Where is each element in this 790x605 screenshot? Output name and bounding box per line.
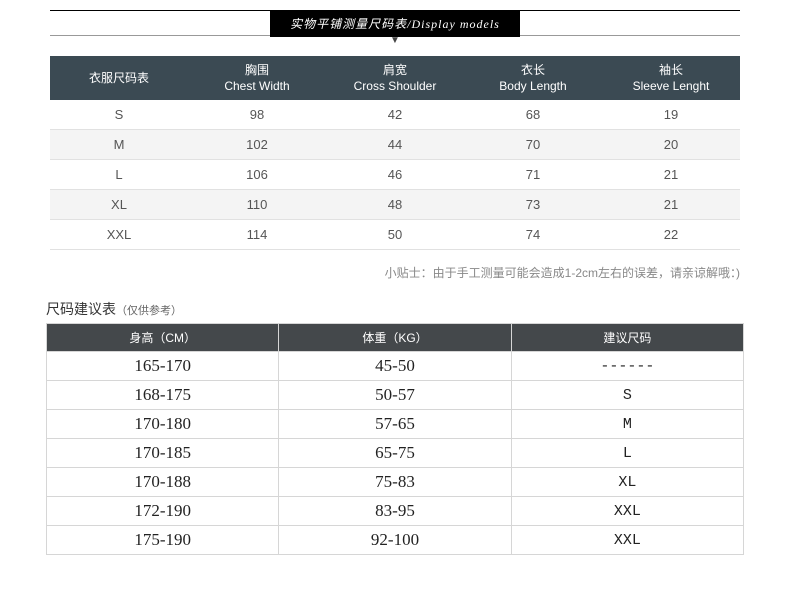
recommend-table-cell: 75-83	[279, 468, 511, 497]
size-table-cell: 106	[188, 160, 326, 190]
recommend-table-cell: 172-190	[47, 497, 279, 526]
size-table-cell: XL	[50, 190, 188, 220]
size-table-cell: 114	[188, 220, 326, 250]
size-table-cell: 48	[326, 190, 464, 220]
rec-th-0: 身高（CM）	[47, 324, 279, 352]
size-table-cell: M	[50, 130, 188, 160]
size-th-3-en: Body Length	[468, 78, 598, 94]
size-table-cell: 73	[464, 190, 602, 220]
size-th-3: 衣长 Body Length	[464, 56, 602, 100]
size-table-cell: L	[50, 160, 188, 190]
size-th-0: 衣服尺码表	[50, 56, 188, 100]
page-wrap: 实物平铺测量尺码表/Display models ▼ 衣服尺码表 胸围 Ches…	[0, 0, 790, 585]
recommend-table-cell: 50-57	[279, 381, 511, 410]
recommend-table-cell: XL	[511, 468, 743, 497]
size-table-row: XL110487321	[50, 190, 740, 220]
recommend-table-cell: 170-180	[47, 410, 279, 439]
size-table-cell: 98	[188, 100, 326, 130]
size-table-cell: XXL	[50, 220, 188, 250]
recommend-table-cell: 165-170	[47, 352, 279, 381]
size-th-1: 胸围 Chest Width	[188, 56, 326, 100]
size-th-1-en: Chest Width	[192, 78, 322, 94]
size-table-cell: 102	[188, 130, 326, 160]
recommend-table-cell: XXL	[511, 526, 743, 555]
recommend-table-cell: 175-190	[47, 526, 279, 555]
size-table-cell: 21	[602, 160, 740, 190]
size-table-cell: 20	[602, 130, 740, 160]
recommend-table-body: 165-17045-50------168-17550-57S170-18057…	[47, 352, 744, 555]
recommend-table-cell: S	[511, 381, 743, 410]
recommend-table-cell: 170-188	[47, 468, 279, 497]
size-th-4-cn: 袖长	[606, 62, 736, 78]
recommend-title-sub: （仅供参考）	[116, 305, 182, 317]
size-th-4: 袖长 Sleeve Lenght	[602, 56, 740, 100]
size-table-header-row: 衣服尺码表 胸围 Chest Width 肩宽 Cross Shoulder 衣…	[50, 56, 740, 100]
size-th-1-cn: 胸围	[192, 62, 322, 78]
recommend-table-row: 170-18057-65M	[47, 410, 744, 439]
size-table-cell: 21	[602, 190, 740, 220]
recommend-table-cell: 57-65	[279, 410, 511, 439]
recommend-table-row: 170-18565-75L	[47, 439, 744, 468]
size-th-0-cn: 衣服尺码表	[54, 70, 184, 86]
recommend-table-cell: M	[511, 410, 743, 439]
size-table-row: S98426819	[50, 100, 740, 130]
size-table-cell: 44	[326, 130, 464, 160]
size-th-2: 肩宽 Cross Shoulder	[326, 56, 464, 100]
size-table-cell: 46	[326, 160, 464, 190]
title-bar: 实物平铺测量尺码表/Display models	[50, 10, 740, 36]
recommend-table-row: 168-17550-57S	[47, 381, 744, 410]
rec-th-1: 体重（KG）	[279, 324, 511, 352]
recommend-table-cell: 45-50	[279, 352, 511, 381]
recommend-table-cell: 92-100	[279, 526, 511, 555]
recommend-table-cell: 168-175	[47, 381, 279, 410]
size-table-cell: S	[50, 100, 188, 130]
size-table-cell: 22	[602, 220, 740, 250]
recommend-table-row: 165-17045-50------	[47, 352, 744, 381]
recommend-title: 尺码建议表（仅供参考）	[46, 299, 744, 319]
size-table-body: S98426819M102447020L106467121XL110487321…	[50, 100, 740, 250]
recommend-table-row: 175-19092-100XXL	[47, 526, 744, 555]
measurement-tip: 小贴士：由于手工测量可能会造成1-2cm左右的误差，请亲谅解哦：)	[50, 264, 740, 281]
size-th-3-cn: 衣长	[468, 62, 598, 78]
size-table: 衣服尺码表 胸围 Chest Width 肩宽 Cross Shoulder 衣…	[50, 56, 740, 250]
size-table-cell: 70	[464, 130, 602, 160]
recommend-header-row: 身高（CM） 体重（KG） 建议尺码	[47, 324, 744, 352]
size-table-row: L106467121	[50, 160, 740, 190]
size-table-cell: 42	[326, 100, 464, 130]
size-table-row: XXL114507422	[50, 220, 740, 250]
recommend-table-cell: ------	[511, 352, 743, 381]
recommend-table-row: 172-19083-95XXL	[47, 497, 744, 526]
recommend-table-row: 170-18875-83XL	[47, 468, 744, 497]
recommend-title-main: 尺码建议表	[46, 301, 116, 317]
title-arrow: ▼	[50, 36, 740, 50]
size-th-2-cn: 肩宽	[330, 62, 460, 78]
size-table-cell: 68	[464, 100, 602, 130]
recommend-table: 身高（CM） 体重（KG） 建议尺码 165-17045-50------168…	[46, 323, 744, 555]
recommend-table-cell: XXL	[511, 497, 743, 526]
size-table-cell: 74	[464, 220, 602, 250]
title-tab: 实物平铺测量尺码表/Display models	[270, 11, 520, 37]
rec-th-2: 建议尺码	[511, 324, 743, 352]
size-table-cell: 71	[464, 160, 602, 190]
size-table-cell: 110	[188, 190, 326, 220]
recommend-table-cell: 170-185	[47, 439, 279, 468]
size-table-cell: 19	[602, 100, 740, 130]
recommend-table-cell: L	[511, 439, 743, 468]
recommend-table-cell: 65-75	[279, 439, 511, 468]
size-table-row: M102447020	[50, 130, 740, 160]
size-th-4-en: Sleeve Lenght	[606, 78, 736, 94]
recommend-table-cell: 83-95	[279, 497, 511, 526]
size-table-cell: 50	[326, 220, 464, 250]
size-th-2-en: Cross Shoulder	[330, 78, 460, 94]
